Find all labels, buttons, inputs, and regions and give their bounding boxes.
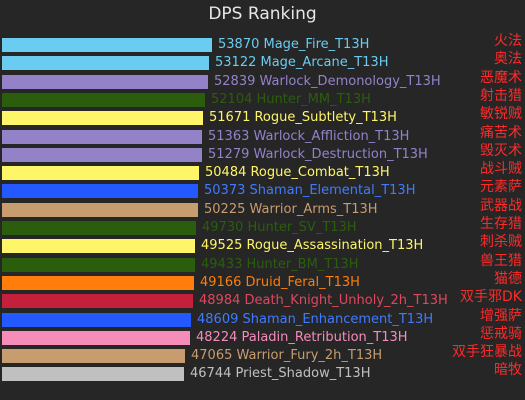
bar-value-label: 47065 Warrior_Fury_2h_T13H [191,348,383,364]
bar [2,202,198,217]
bar-chinese-label: 猫德 [494,270,522,287]
bar [2,166,199,181]
bar-chinese-label: 敏锐贼 [480,106,522,123]
bar-chinese-label: 痛苦术 [480,124,522,141]
bar [2,349,185,364]
bar-value-label: 46744 Priest_Shadow_T13H [190,366,371,382]
bar-value-label: 50225 Warrior_Arms_T13H [204,201,378,217]
bar-value-label: 53870 Mage_Fire_T13H [218,37,370,52]
bar-chinese-label: 生存猎 [480,216,522,232]
bar-chinese-label: 兽王猎 [480,252,522,269]
bar [2,239,195,254]
bar-value-label: 51363 Warlock_Affliction_T13H [208,128,410,144]
bar-value-label: 53122 Mage_Arcane_T13H [215,55,389,71]
bar-value-label: 51279 Warlock_Destruction_T13H [208,146,428,162]
bar [2,367,184,382]
bar-chinese-label: 火法 [494,33,522,49]
bar-value-label: 49433 Hunter_BM_T13H [201,256,359,272]
bar-chinese-label: 射击猎 [480,87,522,104]
bar-value-label: 50373 Shaman_Elemental_T13H [204,183,416,199]
bar-chinese-label: 双手狂暴战 [452,344,522,361]
bar [2,294,193,309]
chart-title: DPS Ranking [208,4,317,24]
bar-chinese-label: 双手邪DK [460,289,522,306]
bar [2,147,202,162]
bar-value-label: 49166 Druid_Feral_T13H [200,274,360,290]
bar-chinese-label: 元素萨 [480,179,522,196]
bar-value-label: 49525 Rogue_Assassination_T13H [201,238,424,254]
bar-value-label: 48984 Death_Knight_Unholy_2h_T13H [199,293,448,309]
bar-value-label: 51671 Rogue_Subtlety_T13H [209,110,397,126]
bar-value-label: 52104 Hunter_MM_T13H [211,91,371,107]
bar [2,312,191,327]
bar-chinese-label: 奥法 [494,51,522,68]
bar-chinese-label: 增强萨 [480,307,522,324]
bar-chinese-label: 暗牧 [494,362,522,379]
bar-chinese-label: 惩戒骑 [480,325,522,342]
bar [2,275,194,290]
bar [2,56,209,71]
bar-chinese-label: 刺杀贼 [480,234,522,251]
bar-chinese-label: 战斗贼 [480,161,522,178]
bar [2,74,208,89]
bar-value-label: 48224 Paladin_Retribution_T13H [196,329,408,345]
bar [2,184,198,199]
bar [2,129,202,144]
bar-chinese-label: 毁灭术 [480,142,522,159]
bar [2,38,212,52]
bar-chinese-label: 武器战 [480,197,522,214]
bar [2,92,205,107]
bar-value-label: 48609 Shaman_Enhancement_T13H [197,311,434,327]
bar [2,257,195,272]
bar-value-label: 52839 Warlock_Demonology_T13H [214,73,441,89]
bar [2,221,196,235]
bar-chinese-label: 恶魔术 [480,69,522,86]
bar-value-label: 50484 Rogue_Combat_T13H [205,165,390,181]
bar [2,111,203,126]
bar [2,330,190,345]
bar-value-label: 49730 Hunter_SV_T13H [202,220,357,235]
